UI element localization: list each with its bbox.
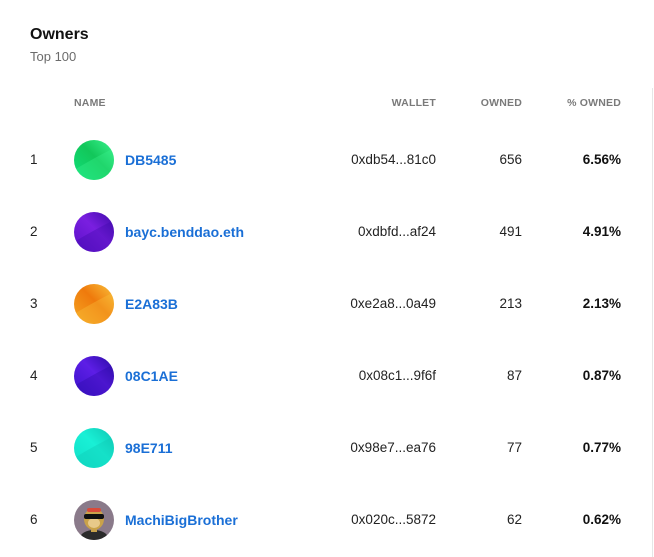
column-header-owned[interactable]: OWNED bbox=[480, 97, 522, 109]
page-subtitle: Top 100 bbox=[30, 49, 77, 64]
owner-rank: 1 bbox=[30, 152, 38, 167]
owner-rank: 5 bbox=[30, 440, 38, 455]
owner-wallet-address[interactable]: 0xe2a8...0a49 bbox=[350, 296, 436, 311]
table-row[interactable]: 6 MachiBigBrother 0x020c...5872 62 0.62% bbox=[0, 484, 654, 556]
owner-name-link[interactable]: E2A83B bbox=[125, 296, 178, 312]
teal-gradient-avatar[interactable] bbox=[74, 428, 114, 468]
owned-count: 213 bbox=[499, 296, 522, 311]
owner-name-link[interactable]: MachiBigBrother bbox=[125, 512, 238, 528]
purple-gradient-avatar[interactable] bbox=[74, 212, 114, 252]
orange-gradient-avatar[interactable] bbox=[74, 284, 114, 324]
pct-owned-value: 2.13% bbox=[582, 296, 621, 311]
owner-rank: 3 bbox=[30, 296, 38, 311]
ape-nft-avatar[interactable] bbox=[74, 500, 114, 540]
panel-divider bbox=[652, 88, 653, 557]
pct-owned-value: 0.77% bbox=[582, 440, 621, 455]
owned-count: 87 bbox=[506, 368, 522, 383]
table-row[interactable]: 5 98E711 0x98e7...ea76 77 0.77% bbox=[0, 412, 654, 484]
owner-name-link[interactable]: 08C1AE bbox=[125, 368, 178, 384]
owner-name-link[interactable]: DB5485 bbox=[125, 152, 177, 168]
owner-rank: 6 bbox=[30, 512, 38, 527]
page-title: Owners bbox=[30, 26, 89, 43]
owner-wallet-address[interactable]: 0x08c1...9f6f bbox=[358, 368, 436, 383]
owner-wallet-address[interactable]: 0x98e7...ea76 bbox=[350, 440, 436, 455]
pct-owned-value: 0.62% bbox=[582, 512, 621, 527]
owner-wallet-address[interactable]: 0xdb54...81c0 bbox=[351, 152, 436, 167]
owner-name-link[interactable]: 98E711 bbox=[125, 440, 173, 456]
table-row[interactable]: 3 E2A83B 0xe2a8...0a49 213 2.13% bbox=[0, 268, 654, 340]
owned-count: 491 bbox=[499, 224, 522, 239]
table-header: NAME WALLET OWNED % OWNED bbox=[0, 95, 654, 111]
column-header-wallet[interactable]: WALLET bbox=[391, 97, 436, 109]
owner-name-link[interactable]: bayc.benddao.eth bbox=[125, 224, 245, 240]
table-row[interactable]: 1 DB5485 0xdb54...81c0 656 6.56% bbox=[0, 124, 654, 196]
owners-header: Owners Top 100 bbox=[30, 25, 89, 65]
column-header-name[interactable]: NAME bbox=[74, 97, 106, 109]
violet-gradient-avatar[interactable] bbox=[74, 356, 114, 396]
owned-count: 62 bbox=[506, 512, 522, 527]
owner-rank: 4 bbox=[30, 368, 38, 383]
owned-count: 77 bbox=[506, 440, 522, 455]
owner-wallet-address[interactable]: 0xdbfd...af24 bbox=[357, 224, 436, 239]
column-header-pct-owned[interactable]: % OWNED bbox=[567, 97, 621, 109]
table-row[interactable]: 4 08C1AE 0x08c1...9f6f 87 0.87% bbox=[0, 340, 654, 412]
owner-rank: 2 bbox=[30, 224, 38, 239]
green-gradient-avatar[interactable] bbox=[74, 140, 114, 180]
owned-count: 656 bbox=[499, 152, 522, 167]
pct-owned-value: 4.91% bbox=[582, 224, 621, 239]
pct-owned-value: 0.87% bbox=[582, 368, 621, 383]
owner-wallet-address[interactable]: 0x020c...5872 bbox=[351, 512, 436, 527]
table-row[interactable]: 2 bayc.benddao.eth 0xdbfd...af24 491 4.91% bbox=[0, 196, 654, 268]
pct-owned-value: 6.56% bbox=[582, 152, 621, 167]
